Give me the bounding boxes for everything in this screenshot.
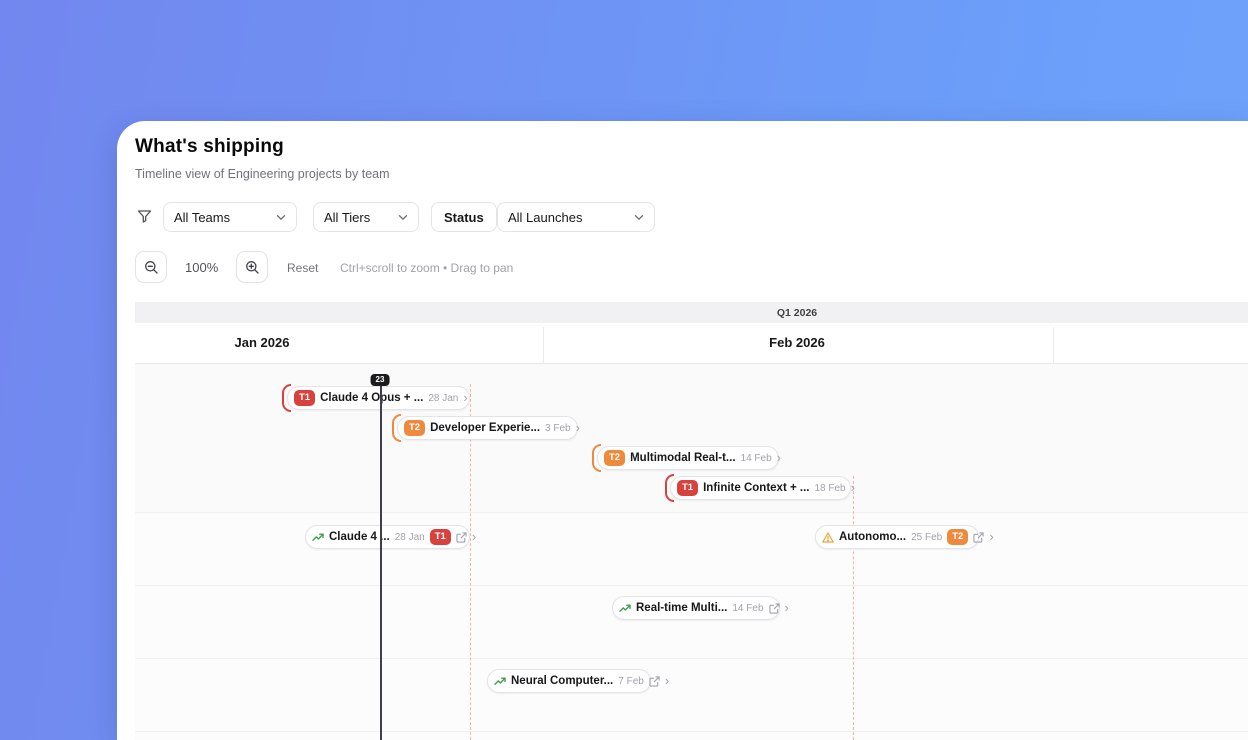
quarter-header-band: Q1 2026 [135, 302, 1248, 323]
tiers-select[interactable]: All Tiers [313, 202, 419, 232]
trending-up-icon [619, 603, 631, 613]
launch-pill[interactable]: Neural Computer... 7 Feb › [487, 669, 669, 693]
launch-title: Claude 4 ... [329, 531, 390, 543]
milestone-date: 3 Feb [545, 422, 571, 434]
pill-meta: 28 Jan › [428, 389, 468, 405]
milestone-date: 28 Jan [428, 392, 459, 404]
pill-meta: 18 Feb › [814, 479, 855, 495]
milestone-title: Developer Experie... [430, 422, 541, 434]
today-badge: 23 [370, 374, 390, 386]
milestone-start-bracket [665, 474, 674, 502]
pill-meta: 7 Feb › [618, 672, 670, 688]
milestone-start-bracket [282, 384, 291, 412]
pill-meta: 14 Feb › [740, 449, 781, 465]
quarter-label: Q1 2026 [776, 307, 818, 319]
chevron-down-icon [634, 214, 644, 221]
milestone-pill[interactable]: T2 Developer Experie... 3 Feb › [392, 414, 580, 442]
month-label-jan: Jan 2026 [234, 335, 290, 350]
launch-date: 28 Jan [394, 531, 425, 543]
zoom-in-icon [245, 260, 259, 274]
milestone-start-bracket [392, 414, 401, 442]
tier-badge: T2 [947, 529, 969, 545]
chevron-right-icon: › [989, 528, 994, 544]
chevron-right-icon: › [463, 389, 468, 405]
trending-up-icon [312, 532, 324, 542]
zoom-out-icon [144, 260, 158, 274]
zoom-in-button[interactable] [236, 251, 268, 283]
milestone-pill[interactable]: T1 Claude 4 Opus + ... 28 Jan › [282, 384, 470, 412]
launch-title: Autonomo... [839, 531, 907, 543]
launches-select[interactable]: All Launches [497, 202, 655, 232]
tier-badge: T2 [404, 420, 426, 436]
timeline-canvas[interactable]: 23 T1 Claude 4 Opus + ... 28 Jan › T2 De… [135, 364, 1248, 740]
milestone-date: 18 Feb [814, 482, 846, 494]
page-subtitle: Timeline view of Engineering projects by… [135, 167, 390, 181]
filter-bar: All Teams All Tiers Status All Launches [135, 202, 1230, 232]
lane-divider [135, 512, 1248, 513]
launch-pill[interactable]: Autonomo... 25 Feb T2 › [815, 525, 994, 549]
trending-up-icon [494, 676, 506, 686]
zoom-toolbar: 100% Reset Ctrl+scroll to zoom • Drag to… [135, 251, 735, 283]
launch-date: 25 Feb [911, 531, 943, 543]
launch-title: Real-time Multi... [636, 602, 728, 614]
chevron-down-icon [276, 214, 286, 221]
pill-meta: 14 Feb › [732, 599, 789, 615]
milestone-title: Claude 4 Opus + ... [320, 392, 424, 404]
external-link-icon[interactable] [649, 675, 660, 687]
launch-pill[interactable]: Claude 4 ... 28 Jan T1 › [305, 525, 476, 549]
launches-select-value: All Launches [508, 209, 583, 225]
today-line [380, 386, 382, 740]
tier-badge: T1 [677, 480, 699, 496]
zoom-level: 100% [185, 260, 219, 275]
launch-title: Neural Computer... [511, 675, 614, 687]
chevron-right-icon: › [664, 672, 670, 688]
milestone-date: 14 Feb [740, 452, 772, 464]
chevron-right-icon: › [850, 479, 855, 495]
status-button[interactable]: Status [431, 202, 497, 232]
external-link-icon[interactable] [456, 531, 467, 543]
chevron-down-icon [398, 214, 408, 221]
deadline-dashed-line [470, 384, 471, 740]
milestone-pill[interactable]: T1 Infinite Context + ... 18 Feb › [665, 474, 855, 502]
launch-date: 14 Feb [732, 602, 764, 614]
zoom-out-button[interactable] [135, 251, 167, 283]
reset-zoom-button[interactable]: Reset [287, 261, 319, 275]
chevron-right-icon: › [575, 419, 580, 435]
teams-select-value: All Teams [174, 209, 231, 225]
pan-zoom-hint: Ctrl+scroll to zoom • Drag to pan [340, 261, 514, 275]
shipping-panel: What's shipping Timeline view of Enginee… [117, 121, 1248, 740]
warning-icon [822, 531, 834, 543]
milestone-title: Multimodal Real-t... [630, 452, 736, 464]
tier-badge: T2 [604, 450, 626, 466]
milestone-title: Infinite Context + ... [703, 482, 810, 494]
teams-select[interactable]: All Teams [163, 202, 297, 232]
month-header-row: Jan 2026 Feb 2026 [135, 323, 1248, 364]
pill-meta: 3 Feb › [545, 419, 580, 435]
deadline-dashed-line [853, 476, 854, 740]
tier-badge: T1 [294, 390, 316, 406]
milestone-start-bracket [592, 444, 601, 472]
pill-meta: 28 Jan T1 › [395, 529, 476, 545]
month-label-feb: Feb 2026 [769, 335, 825, 350]
external-link-icon[interactable] [768, 602, 780, 614]
launch-date: 7 Feb [618, 675, 644, 687]
page-title: What's shipping [135, 136, 284, 157]
lane-divider [135, 658, 1248, 659]
tiers-select-value: All Tiers [324, 209, 371, 225]
launch-pill[interactable]: Real-time Multi... 14 Feb › [612, 596, 789, 620]
timeline: Q1 2026 Jan 2026 Feb 2026 23 T1 Claude 4… [135, 302, 1248, 740]
pill-meta: 25 Feb T2 › [911, 529, 994, 545]
filter-icon [137, 209, 152, 224]
chevron-right-icon: › [784, 599, 789, 615]
milestone-pill[interactable]: T2 Multimodal Real-t... 14 Feb › [592, 444, 781, 472]
external-link-icon[interactable] [973, 531, 984, 543]
lane-divider [135, 731, 1248, 732]
status-button-label: Status [444, 209, 484, 225]
tier-badge: T1 [429, 529, 451, 545]
chevron-right-icon: › [471, 528, 477, 544]
lane-divider [135, 585, 1248, 586]
chevron-right-icon: › [776, 449, 781, 465]
